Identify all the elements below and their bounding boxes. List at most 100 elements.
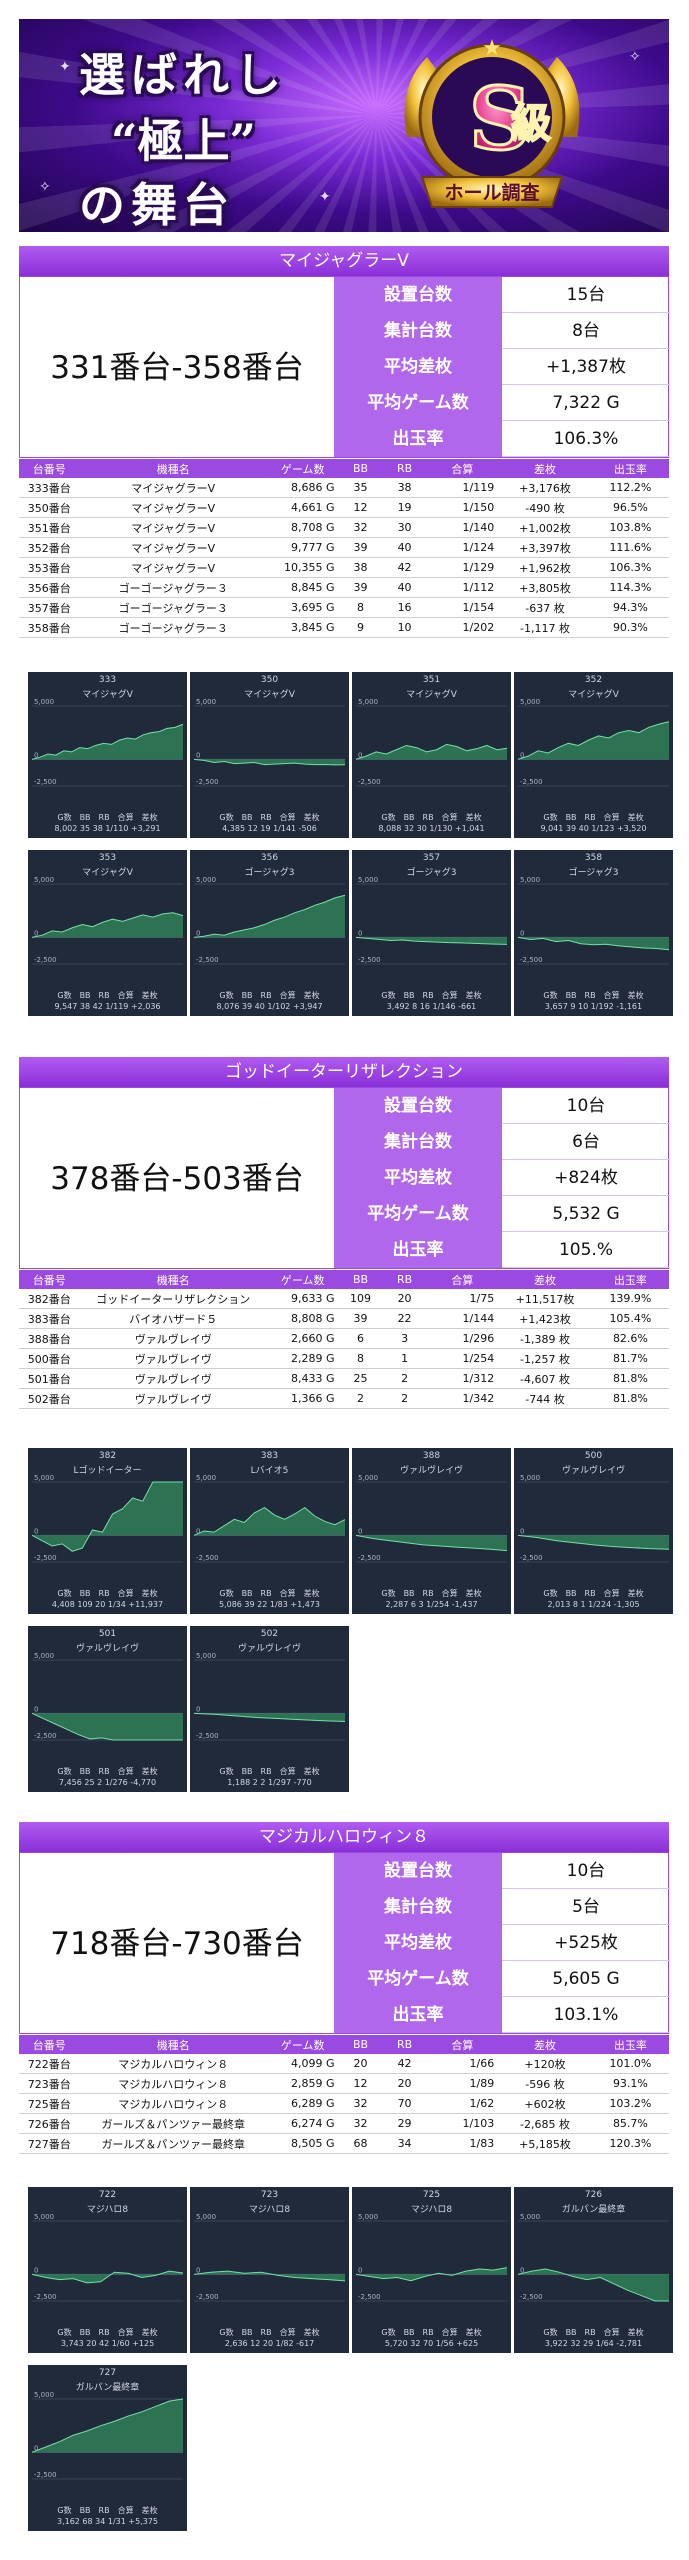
slump-area [194, 1507, 345, 1536]
axis-tick-label: 0 [34, 929, 38, 937]
table-cell: 1/202 [426, 617, 499, 638]
slump-chart-card[interactable]: 352 マイジャグV 5,000 0 -2,500 G数 BB RB 合算 差枚 9,041… [514, 672, 673, 838]
slump-line [355, 936, 508, 945]
table-cell: 2,289 G [266, 1348, 339, 1369]
slump-chart-card[interactable]: 723 マジハロ8 5,000 0 -2,500 G数 BB RB 合算 差枚 2,636 … [190, 2187, 349, 2353]
table-cell: 1 [382, 1348, 427, 1369]
table-cell: 2 [338, 1388, 383, 1409]
slump-graph: 5,000 0 -2,500 [31, 2213, 184, 2302]
slump-chart-card[interactable]: 726 ガルパン最終章 5,000 0 -2,500 G数 BB RB 合算 差枚 3,92… [514, 2187, 673, 2353]
table-cell: 39 [338, 537, 383, 558]
table-cell: 20 [338, 2054, 383, 2074]
table-cell: マイジャグラーⅤ [79, 537, 267, 558]
table-cell: 81.7% [591, 1348, 669, 1369]
axis-tick-label: 5,000 [196, 876, 216, 884]
axis-tick-label: 0 [196, 2266, 200, 2274]
table-cell: 352番台 [19, 537, 80, 558]
chart-stats-values: 4,408 109 20 1/34 +11,937 [51, 1600, 164, 1609]
slump-chart-card[interactable]: 388 ヴァルヴレイヴ 5,000 0 -2,500 G数 BB RB 合算 差枚 2,28… [352, 1448, 511, 1614]
slump-chart-card[interactable]: 351 マイジャグV 5,000 0 -2,500 G数 BB RB 合算 差枚 8,088… [352, 672, 511, 838]
table-row: 722番台 マジカルハロウィン８ 4,099 G 20 42 1/66 +120枚 101.0… [19, 2054, 669, 2074]
slump-chart-card[interactable]: 500 ヴァルヴレイヴ 5,000 0 -2,500 G数 BB RB 合算 差枚 2,01… [514, 1448, 673, 1614]
slump-line [193, 1712, 346, 1723]
table-header-cell: 合算 [426, 1270, 499, 1289]
table-row: 723番台 マジカルハロウィン８ 2,859 G 12 20 1/89 -596 枚 93.1… [19, 2073, 669, 2094]
slump-graph: 5,000 0 -2,500 [355, 2213, 508, 2302]
chart-stats-values: 2,636 12 20 1/82 -617 [224, 2339, 315, 2348]
chart-unit-number: 333 [98, 675, 117, 685]
chart-unit-number: 500 [584, 1451, 603, 1461]
slump-line [517, 2268, 669, 2302]
axis-tick-label: 0 [358, 2266, 362, 2274]
slump-chart-card[interactable]: 722 マジハロ8 5,000 0 -2,500 G数 BB RB 合算 差枚 3,743 … [28, 2187, 187, 2353]
slump-chart-card[interactable]: 350 マイジャグV 5,000 0 -2,500 G数 BB RB 合算 差枚 4,385… [190, 672, 349, 838]
table-row: 350番台 マイジャグラーⅤ 4,661 G 12 19 1/150 -490 枚 96.5% [19, 497, 669, 518]
banner-title-line3: の舞台 [79, 178, 235, 232]
slump-chart-card[interactable]: 725 マジハロ8 5,000 0 -2,500 G数 BB RB 合算 差枚 5,720 … [352, 2187, 511, 2353]
table-cell: ガールズ＆パンツァー最終章 [79, 2133, 267, 2154]
axis-tick-label: -2,500 [520, 1554, 543, 1562]
section-title: マジカルハロウィン８ [19, 1822, 669, 1852]
slump-graph: 5,000 0 -2,500 [31, 876, 184, 965]
slump-chart-card[interactable]: 501 ヴァルヴレイヴ 5,000 0 -2,500 G数 BB RB 合算 差枚 7,45… [28, 1626, 187, 1792]
summary-label: 平均差枚 [334, 349, 502, 385]
sparkle-icon: ✧ [629, 49, 641, 65]
table-cell: +3,397枚 [498, 537, 592, 558]
chart-stats: G数 BB RB 合算 差枚 5,720 32 70 1/56 +625 [352, 2327, 511, 2349]
svg-text:ホール調査: ホール調査 [444, 181, 540, 204]
chart-stats-labels: G数 BB RB 合算 差枚 [543, 991, 644, 1000]
slump-graph: 5,000 0 -2,500 [517, 1474, 670, 1563]
summary-row: 集計台数 5台 [334, 1889, 670, 1925]
table-cell: 351番台 [19, 517, 80, 538]
slump-chart-card[interactable]: 382 Lゴッドイーター 5,000 0 -2,500 G数 BB RB 合算 差枚 4,4… [28, 1448, 187, 1614]
table-cell: -4,607 枚 [498, 1368, 592, 1389]
table-cell: ゴーゴージャグラー３ [79, 617, 267, 638]
slump-chart-card[interactable]: 356 ゴージャグ3 5,000 0 -2,500 G数 BB RB 合算 差枚 8,076… [190, 850, 349, 1016]
chart-stats-labels: G数 BB RB 合算 差枚 [57, 813, 158, 822]
slump-graph: 5,000 0 -2,500 [517, 698, 670, 787]
slump-chart-card[interactable]: 727 ガルパン最終章 5,000 0 -2,500 G数 BB RB 合算 差枚 3,16… [28, 2365, 187, 2531]
slump-chart-card[interactable]: 353 マイジャグV 5,000 0 -2,500 G数 BB RB 合算 差枚 9,547… [28, 850, 187, 1016]
table-cell: 85.7% [591, 2113, 669, 2134]
summary-label: 平均ゲーム数 [334, 1196, 502, 1232]
table-header-cell: 合算 [426, 2035, 499, 2054]
table-cell: +1,423枚 [498, 1308, 592, 1329]
chart-stats: G数 BB RB 合算 差枚 9,041 39 40 1/123 +3,520 [514, 812, 673, 834]
chart-stats-values: 4,385 12 19 1/141 -506 [222, 824, 317, 833]
table-cell: マイジャグラーⅤ [79, 517, 267, 538]
chart-stats-values: 5,086 39 22 1/83 +1,473 [218, 1600, 320, 1609]
axis-tick-label: 0 [520, 929, 524, 937]
table-cell: 32 [338, 2113, 383, 2134]
chart-unit-number: 353 [98, 853, 117, 863]
table-header-cell: 台番号 [19, 2035, 80, 2054]
table-cell: 19 [382, 497, 427, 518]
slump-chart-card[interactable]: 357 ゴージャグ3 5,000 0 -2,500 G数 BB RB 合算 差枚 3,492… [352, 850, 511, 1016]
chart-stats-labels: G数 BB RB 合算 差枚 [57, 2506, 158, 2515]
slump-graph: 5,000 0 -2,500 [193, 2213, 346, 2302]
slump-graph: 5,000 0 -2,500 [193, 698, 346, 787]
table-cell: 40 [382, 537, 427, 558]
summary-value: 10台 [502, 1853, 670, 1889]
chart-stats: G数 BB RB 合算 差枚 2,013 8 1 1/224 -1,305 [514, 1588, 673, 1610]
slump-chart-card[interactable]: 333 マイジャグV 5,000 0 -2,500 G数 BB RB 合算 差枚 8,002… [28, 672, 187, 838]
table-cell: 1/62 [426, 2093, 499, 2114]
table-cell: バイオハザード５ [79, 1308, 267, 1329]
chart-stats-values: 1,188 2 2 1/297 -770 [227, 1778, 312, 1787]
chart-unit-number: 727 [98, 2368, 117, 2378]
axis-tick-label: -2,500 [196, 2293, 219, 2301]
chart-stats-labels: G数 BB RB 合算 差枚 [57, 1589, 158, 1598]
table-cell: 358番台 [19, 617, 80, 638]
axis-tick-label: 0 [34, 1705, 38, 1713]
chart-stats-labels: G数 BB RB 合算 差枚 [57, 991, 158, 1000]
slump-chart-card[interactable]: 502 ヴァルヴレイヴ 5,000 0 -2,500 G数 BB RB 合算 差枚 1,18… [190, 1626, 349, 1792]
table-header-cell: ゲーム数 [266, 2035, 339, 2054]
table-cell: 501番台 [19, 1368, 80, 1389]
slump-chart-card[interactable]: 383 Lバイオ5 5,000 0 -2,500 G数 BB RB 合算 差枚 5,086 … [190, 1448, 349, 1614]
chart-stats-labels: G数 BB RB 合算 差枚 [543, 1589, 644, 1598]
table-cell: マイジャグラーⅤ [79, 557, 267, 578]
table-cell: 3,695 G [266, 597, 339, 618]
slump-chart-card[interactable]: 358 ゴージャグ3 5,000 0 -2,500 G数 BB RB 合算 差枚 3,657… [514, 850, 673, 1016]
table-cell: ゴーゴージャグラー３ [79, 577, 267, 598]
table-cell: 30 [382, 517, 427, 538]
summary-row: 集計台数 8台 [334, 313, 670, 349]
